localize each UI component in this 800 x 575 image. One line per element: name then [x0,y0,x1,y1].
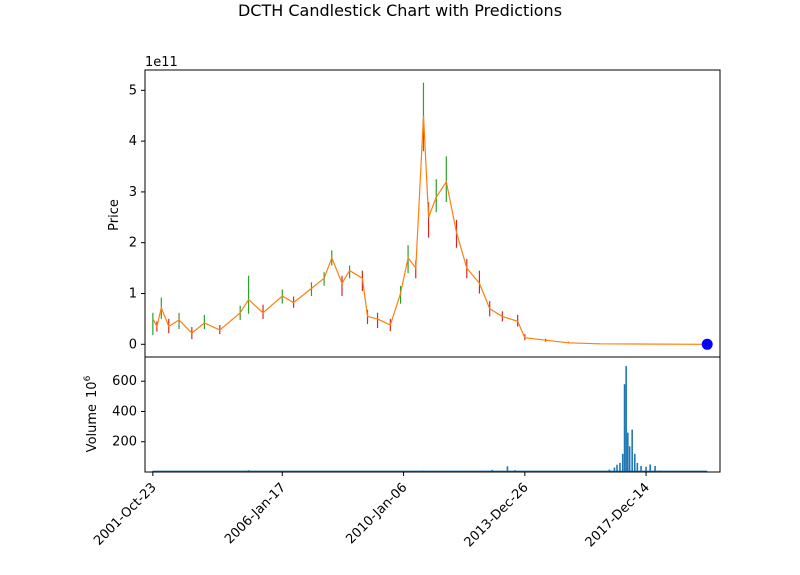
volume-bar [649,464,651,472]
volume-bar [645,466,647,472]
prediction-point [701,338,713,350]
volume-y-axis-label: Volume 106 [83,375,100,452]
price-multiplier-label: 1e11 [145,55,178,70]
volume-bar [625,366,627,472]
volume-y-tick-label: 400 [112,404,137,419]
price-series [152,82,708,345]
volume-y-tick-label: 200 [112,435,137,450]
price-y-tick-label: 2 [129,236,137,251]
volume-bar [623,384,626,472]
volume-bar [491,469,494,472]
volume-bar [247,470,250,472]
price-y-axis-label: Price [107,199,122,231]
volume-bar [628,446,631,472]
volume-y-ticks: 200 400 600 [112,374,145,450]
x-axis: 2001-Oct-23 2006-Jan-17 2010-Jan-06 2013-De… [91,472,653,550]
volume-label-multiplier: 10 [85,381,100,398]
prediction-layer [701,338,713,350]
volume-label-exponent: 6 [83,375,93,381]
volume-y-tick-label: 600 [112,374,137,389]
price-y-tick-label: 0 [129,337,137,352]
volume-bar [640,465,642,472]
volume-bar [608,469,611,472]
close-price-line [152,115,708,345]
volume-label-text: Volume [85,404,100,452]
volume-bar [621,453,624,472]
volume-plot-frame [144,356,721,473]
price-y-tick-label: 3 [129,185,137,200]
volume-bars [152,366,708,472]
volume-bar [633,453,636,472]
chart-title: DCTH Candlestick Chart with Predictions [238,1,562,20]
volume-bar [631,429,633,472]
price-y-tick-label: 1 [129,287,137,302]
volume-bar [616,464,618,472]
volume-bar [636,462,639,472]
price-y-ticks: 0 1 2 3 4 5 [129,83,145,352]
volume-bar [455,470,458,472]
x-tick-label: 2006-Jan-17 [222,480,289,547]
volume-bar [619,462,621,472]
volume-bar [514,470,516,472]
x-tick-label: 2013-Dec-26 [462,480,532,550]
volume-bar [627,432,629,472]
volume-panel: Volume 106 200 400 600 [83,356,721,473]
volume-bar [506,466,509,472]
volume-bar [613,467,616,472]
x-tick-label: 2017-Dec-14 [583,480,653,550]
volume-bar [654,465,656,472]
x-tick-label: 2010-Jan-06 [343,480,410,547]
price-y-tick-label: 5 [129,83,137,98]
x-tick-label: 2001-Oct-23 [91,480,159,548]
volume-bar [422,470,425,472]
volume-bar [659,470,661,472]
price-y-tick-label: 4 [129,134,137,149]
price-plot-frame [144,69,721,358]
price-panel: 1e11 Price 0 1 2 3 4 5 [107,55,721,358]
